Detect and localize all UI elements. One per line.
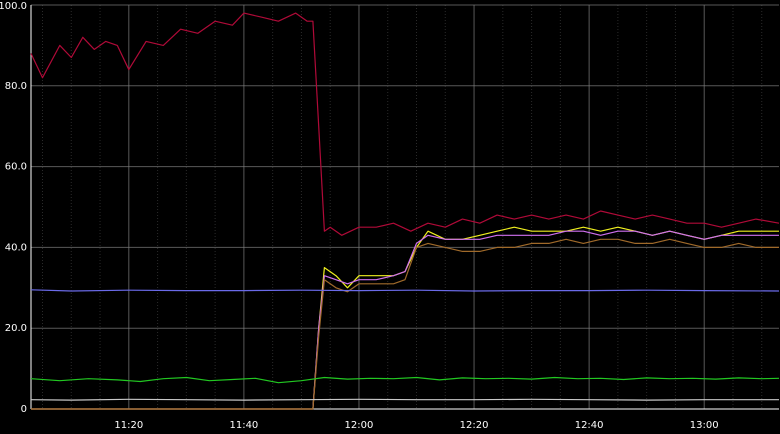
series-line-5: [30, 376, 780, 384]
series-line-0: [30, 12, 780, 236]
major-gridlines: [31, 4, 779, 409]
series-line-6: [30, 398, 779, 401]
x-tick-label: 11:20: [114, 420, 143, 430]
x-tick-label: 12:20: [460, 420, 489, 430]
y-tick-label: 0: [21, 404, 27, 415]
series-group: [30, 12, 780, 410]
series-line-2: [31, 230, 779, 410]
series-line-3: [31, 238, 779, 410]
y-tick-label: 80.0: [5, 81, 27, 92]
y-tick-label: 60.0: [5, 162, 27, 173]
x-tick-label: 13:00: [690, 420, 719, 430]
x-tick-label: 12:00: [345, 420, 374, 430]
x-tick-label: 11:40: [229, 420, 258, 430]
y-tick-label: 40.0: [5, 242, 27, 253]
x-tick-label: 12:40: [575, 420, 604, 430]
y-tick-labels: 0 20.0 40.0 60.0 80.0 100.0: [0, 1, 27, 415]
y-tick-label: 20.0: [5, 323, 27, 334]
y-tick-label: 100.0: [0, 1, 27, 12]
minor-gridlines: [42, 5, 763, 409]
axes: [30, 5, 779, 410]
series-line-4: [30, 289, 780, 292]
x-tick-labels: 11:20 11:40 12:00 12:20 12:40 13:00: [114, 420, 719, 431]
